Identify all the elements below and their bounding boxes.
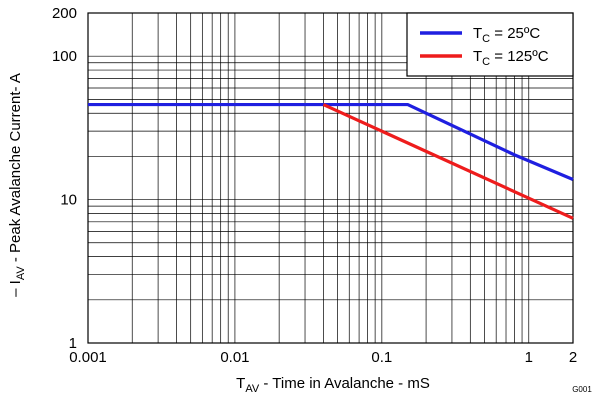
series-line-25c: [88, 102, 574, 182]
legend-label-25c: TC = 25ºC: [473, 25, 540, 45]
y-tick-label: 100: [52, 48, 77, 65]
legend: TC = 25ºC TC = 125ºC: [406, 12, 574, 77]
x-tick-label: 0.1: [371, 349, 392, 366]
y-tick-label: 10: [60, 192, 77, 209]
legend-label-125c: TC = 125ºC: [473, 48, 549, 68]
legend-item-25c: TC = 25ºC: [420, 25, 540, 45]
series-layer: [88, 102, 574, 220]
y-axis-title: – IAV - Peak Avalanche Current- A: [7, 73, 27, 297]
tick-labels: 0.001 0.01 0.1 1 2 1 10 100 200: [52, 5, 577, 366]
x-tick-label: 1: [525, 349, 533, 366]
series-line-125c: [322, 103, 574, 220]
legend-item-125c: TC = 125ºC: [420, 48, 549, 68]
legend-box: [406, 12, 574, 77]
x-axis-title: TAV - Time in Avalanche - mS: [236, 375, 430, 395]
figure-id: G001: [572, 385, 592, 394]
y-tick-label: 200: [52, 5, 77, 22]
x-tick-label: 0.001: [69, 349, 107, 366]
y-tick-label: 1: [69, 335, 77, 352]
x-tick-label: 2: [569, 349, 577, 366]
x-tick-label: 0.01: [220, 349, 249, 366]
